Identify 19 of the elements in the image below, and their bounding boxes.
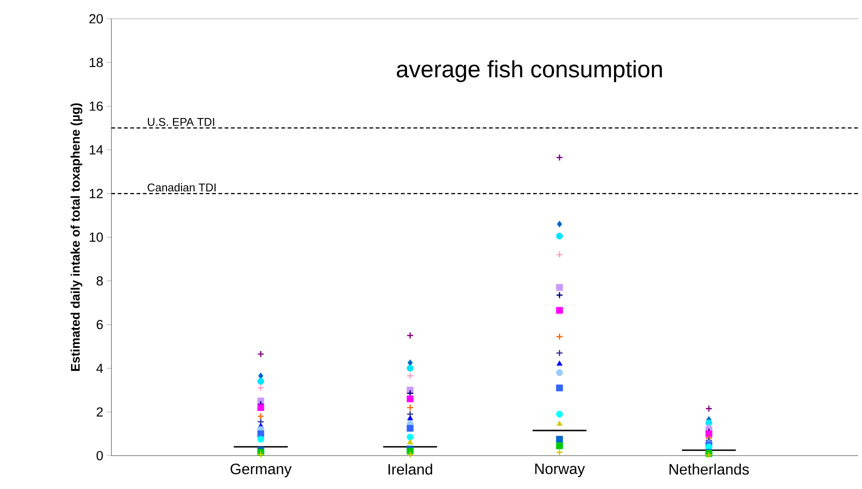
y-tick-label: 16 [90,101,103,111]
x-tick-label: Norway [535,463,585,477]
y-tick-label: 8 [96,276,103,286]
y-tick-label: 2 [96,407,103,416]
y-tick-label: 6 [96,320,103,330]
y-tick-label: 12 [90,188,103,198]
y-tick-label: 20 [89,14,103,24]
ref-line-label: U.S. EPA TDI [148,118,214,126]
text: average fish consumption [396,60,662,82]
y-tick-label: 4 [96,364,103,373]
ref-line-label: Canadian TDI [148,182,216,192]
x-tick-label: Ireland [388,463,432,474]
y-tick-label: 0 [96,450,103,460]
y-tick-label: 14 [90,145,103,154]
y-tick-label: 10 [90,232,103,242]
x-tick-label: Germany [230,463,292,478]
y-tick-label: 18 [90,58,103,67]
y-axis-title: Estimated daily intake of total toxaphene (µg) [70,103,82,371]
x-tick-label: Netherlands [670,463,749,474]
